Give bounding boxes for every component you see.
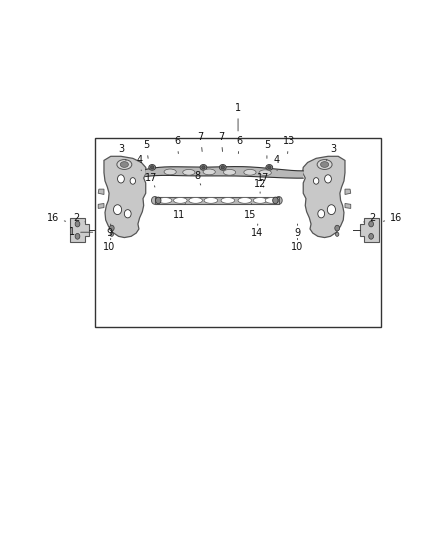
Text: 3: 3 [118,144,126,160]
Ellipse shape [314,177,319,184]
Ellipse shape [266,165,273,170]
Text: 1: 1 [235,103,241,131]
Ellipse shape [202,166,205,169]
Ellipse shape [259,170,271,175]
Text: 3: 3 [326,144,336,160]
Text: 17: 17 [257,173,270,187]
Bar [95,138,381,327]
Ellipse shape [238,198,251,203]
Text: 10: 10 [291,238,304,253]
Ellipse shape [204,198,218,203]
Ellipse shape [113,205,122,215]
Ellipse shape [149,165,155,170]
Text: 6: 6 [174,136,180,154]
Ellipse shape [75,233,80,239]
Ellipse shape [173,198,187,203]
Polygon shape [70,218,88,243]
Ellipse shape [321,161,328,167]
Ellipse shape [110,225,114,231]
Ellipse shape [253,198,267,203]
Ellipse shape [244,169,256,175]
Polygon shape [98,204,104,208]
Ellipse shape [164,169,176,175]
Ellipse shape [336,232,339,236]
Ellipse shape [120,161,128,167]
Ellipse shape [75,221,80,227]
Text: 6: 6 [237,136,243,154]
Ellipse shape [273,197,278,204]
Ellipse shape [117,175,124,183]
Polygon shape [98,189,104,195]
Text: 16: 16 [383,213,403,223]
Ellipse shape [152,197,158,204]
Text: 9: 9 [106,224,112,238]
Text: 5: 5 [143,140,149,158]
Ellipse shape [183,169,195,175]
Ellipse shape [221,198,235,203]
Polygon shape [104,156,146,238]
Text: 14: 14 [251,224,263,238]
Ellipse shape [327,205,336,215]
Ellipse shape [276,197,282,204]
Ellipse shape [203,169,215,175]
Polygon shape [360,218,379,243]
Ellipse shape [369,233,374,239]
Polygon shape [345,204,351,208]
Text: 16: 16 [46,213,66,223]
Ellipse shape [265,198,279,203]
Polygon shape [345,189,351,195]
Ellipse shape [151,166,154,169]
Text: 4: 4 [274,155,280,171]
Text: 10: 10 [103,238,115,253]
Polygon shape [146,167,303,178]
Text: 7: 7 [198,132,204,151]
Text: 5: 5 [264,140,270,158]
Text: 11: 11 [173,204,185,220]
Bar [155,197,279,204]
Text: 2: 2 [74,213,85,223]
Text: 4: 4 [137,155,143,171]
Ellipse shape [325,175,332,183]
Text: 1: 1 [69,227,93,237]
Ellipse shape [223,169,236,175]
Ellipse shape [155,197,161,204]
Ellipse shape [221,166,224,169]
Ellipse shape [317,159,332,169]
Ellipse shape [369,221,374,227]
Ellipse shape [124,209,131,218]
Polygon shape [303,156,345,238]
Ellipse shape [130,177,135,184]
Ellipse shape [200,165,207,170]
Ellipse shape [189,198,202,203]
Text: 8: 8 [194,171,201,185]
Ellipse shape [268,166,271,169]
Text: 9: 9 [294,224,300,238]
Ellipse shape [219,165,226,170]
Ellipse shape [117,159,132,169]
Text: 17: 17 [145,173,158,187]
Ellipse shape [110,232,113,236]
Ellipse shape [158,198,172,203]
Text: 2: 2 [364,213,375,223]
Text: 15: 15 [244,204,256,220]
Text: 12: 12 [254,179,266,193]
Ellipse shape [318,209,325,218]
Text: 7: 7 [218,132,224,151]
Ellipse shape [335,225,339,231]
Text: 13: 13 [283,136,295,154]
